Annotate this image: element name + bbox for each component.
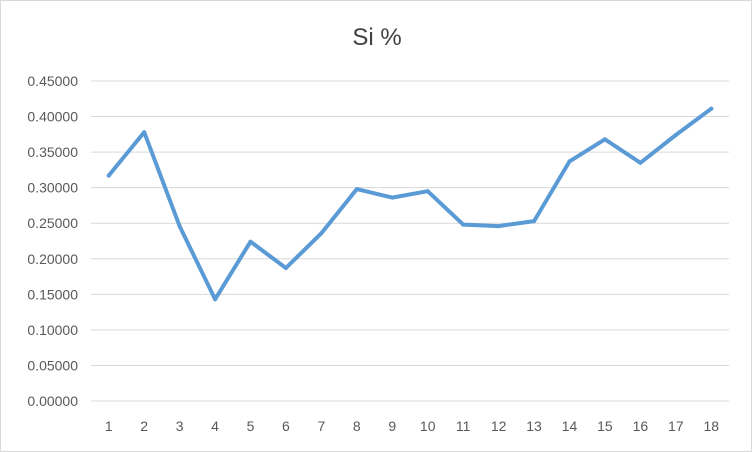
x-tick-label: 11 <box>456 418 471 434</box>
data-point <box>709 106 714 111</box>
y-tick-label: 0.20000 <box>27 251 78 267</box>
x-tick-label: 2 <box>140 418 148 434</box>
x-tick-label: 8 <box>353 418 361 434</box>
x-tick-label: 18 <box>703 418 719 434</box>
x-tick-label: 14 <box>562 418 578 434</box>
x-tick-label: 7 <box>317 418 325 434</box>
x-tick-label: 10 <box>420 418 436 434</box>
series-layer <box>106 106 714 302</box>
y-tick-label: 0.30000 <box>27 180 78 196</box>
y-tick-label: 0.05000 <box>27 357 78 373</box>
x-axis-tick-labels: 1 2 3 4 5 6 7 8 9 10 11 12 13 14 15 16 17 18 <box>105 418 719 434</box>
x-tick-label: 4 <box>211 418 219 434</box>
gridlines <box>91 80 729 402</box>
data-point <box>319 231 324 236</box>
data-point <box>532 219 537 224</box>
y-axis-tick-labels: 0.00000 0.05000 0.10000 0.15000 0.20000 0.250… <box>27 73 78 409</box>
x-tick-label: 9 <box>388 418 396 434</box>
chart-title: Si % <box>352 24 401 51</box>
x-tick-label: 3 <box>176 418 184 434</box>
data-point <box>673 133 678 138</box>
data-point <box>283 266 288 271</box>
data-point <box>354 187 359 192</box>
x-tick-label: 12 <box>491 418 507 434</box>
data-point <box>142 130 147 135</box>
data-point <box>213 297 218 302</box>
y-tick-label: 0.00000 <box>27 393 78 409</box>
y-tick-label: 0.25000 <box>27 215 78 231</box>
data-point <box>248 239 253 244</box>
x-tick-label: 15 <box>597 418 613 434</box>
data-point <box>567 159 572 164</box>
x-tick-label: 17 <box>668 418 684 434</box>
y-tick-label: 0.15000 <box>27 286 78 302</box>
y-tick-label: 0.40000 <box>27 109 78 125</box>
x-tick-label: 6 <box>282 418 290 434</box>
x-tick-label: 5 <box>247 418 255 434</box>
y-tick-label: 0.45000 <box>27 73 78 89</box>
data-point <box>461 222 466 227</box>
x-tick-label: 16 <box>633 418 649 434</box>
x-tick-label: 13 <box>526 418 542 434</box>
data-point <box>106 173 111 178</box>
data-point <box>496 224 501 229</box>
data-point <box>425 189 430 194</box>
y-tick-label: 0.10000 <box>27 322 78 338</box>
y-tick-label: 0.35000 <box>27 144 78 160</box>
data-point <box>390 195 395 200</box>
series-line <box>106 106 714 302</box>
x-tick-label: 1 <box>105 418 113 434</box>
data-point <box>638 160 643 165</box>
data-point <box>602 137 607 142</box>
data-point <box>177 224 182 229</box>
